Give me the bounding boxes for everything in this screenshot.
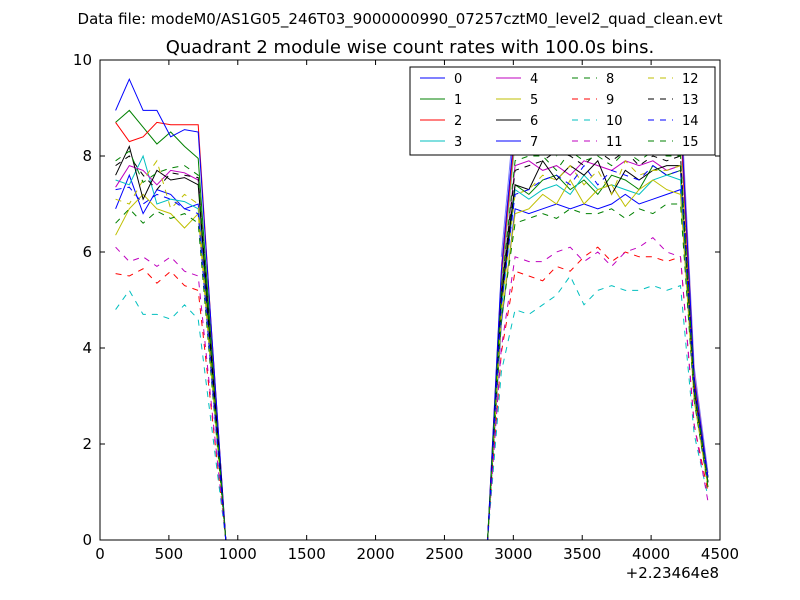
axes: 0 500 1000 1500 2000 2500 3000 3500 4000 4500 0 2 4 6… xyxy=(73,51,739,563)
axes-frame xyxy=(99,59,721,541)
legend-label-6: 6 xyxy=(530,114,538,129)
x-tick-label: 3500 xyxy=(563,545,601,563)
series-line-15 xyxy=(115,150,709,540)
legend-label-3: 3 xyxy=(454,135,462,150)
legend-label-8: 8 xyxy=(606,72,614,87)
legend-label-0: 0 xyxy=(454,72,462,87)
legend-label-10: 10 xyxy=(606,114,623,129)
series-line-10 xyxy=(115,275,709,540)
y-tick-label: 2 xyxy=(82,435,92,453)
legend-label-12: 12 xyxy=(682,72,699,87)
legend-label-14: 14 xyxy=(682,114,699,129)
chart-title: Quadrant 2 module wise count rates with … xyxy=(166,37,655,58)
legend-box xyxy=(409,66,716,156)
y-tick-label: 4 xyxy=(82,339,92,357)
legend-label-5: 5 xyxy=(530,93,538,108)
legend-label-1: 1 xyxy=(454,93,462,108)
x-tick-label: 4500 xyxy=(701,545,739,563)
legend-label-4: 4 xyxy=(530,72,538,87)
x-tick-label: 0 xyxy=(95,545,105,563)
x-tick-label: 2000 xyxy=(356,545,394,563)
x-tick-label: 3000 xyxy=(494,545,532,563)
x-tick-label: 1000 xyxy=(219,545,257,563)
x-tick-label: 500 xyxy=(155,545,184,563)
legend-label-11: 11 xyxy=(606,135,623,150)
y-tick-label: 10 xyxy=(73,51,92,69)
legend-label-13: 13 xyxy=(682,93,699,108)
suptitle: Data file: modeM0/AS1G05_246T03_90000009… xyxy=(78,10,723,29)
series-line-8 xyxy=(115,203,709,540)
x-tick-label: 4000 xyxy=(632,545,670,563)
y-tick-label: 8 xyxy=(82,147,92,165)
legend-label-7: 7 xyxy=(530,135,538,150)
legend-label-15: 15 xyxy=(682,135,699,150)
y-tick-label: 6 xyxy=(82,243,92,261)
series-line-1 xyxy=(115,109,709,540)
x-tick-label: 2500 xyxy=(425,545,463,563)
x-tick-label: 1500 xyxy=(288,545,326,563)
series-line-13 xyxy=(115,150,709,540)
legend-label-2: 2 xyxy=(454,114,462,129)
y-tick-label: 0 xyxy=(82,531,92,549)
legend-label-9: 9 xyxy=(606,93,614,108)
x-offset-label: +2.23464e8 xyxy=(626,564,719,582)
series-line-14 xyxy=(115,164,709,540)
